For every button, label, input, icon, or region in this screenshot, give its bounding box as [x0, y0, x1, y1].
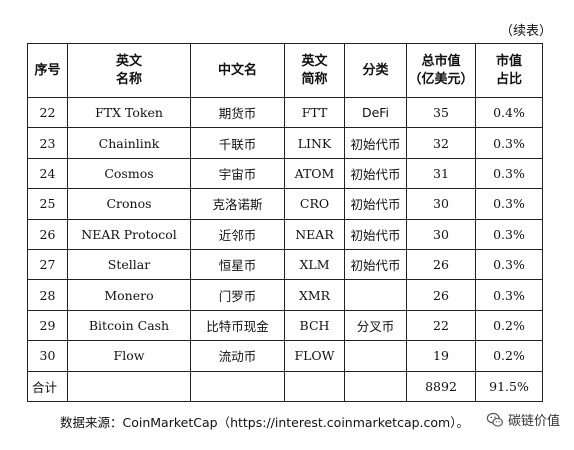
cell-chinese-name: 比特币现金 [190, 309, 285, 342]
cell-index: 25 [27, 188, 68, 220]
cell-market-cap: 30 [406, 218, 476, 250]
table-row: 25 Cronos 克洛诺斯 CRO 初始代币 30 0.3% [27, 188, 543, 220]
cell-market-cap: 19 [406, 340, 476, 372]
cell-empty [67, 370, 191, 402]
cell-chinese-name: 恒星币 [190, 248, 285, 281]
cell-ticker: FTT [284, 96, 345, 129]
cell-category [344, 340, 407, 372]
cell-market-cap: 30 [406, 188, 476, 220]
crypto-market-cap-table: 序号 英文 名称 中文名 英文 简称 分类 总市值 （亿美元） 市值 占 [27, 43, 543, 402]
watermark: 碳链价值 [486, 410, 560, 429]
cell-ticker: NEAR [284, 218, 345, 250]
cell-chinese-name: 克洛诺斯 [190, 188, 285, 220]
cell-index: 28 [27, 279, 68, 311]
header-english-name: 英文 名称 [67, 43, 191, 98]
cell-english-name: FTX Token [67, 96, 191, 129]
cell-index: 24 [27, 157, 68, 190]
cell-share: 0.3% [475, 127, 543, 159]
cell-chinese-name: 近邻币 [190, 218, 285, 250]
cell-category: 初始代币 [344, 248, 407, 281]
table-row: 27 Stellar 恒星币 XLM 初始代币 26 0.3% [27, 248, 543, 281]
cell-chinese-name: 宇宙币 [190, 157, 285, 190]
cell-category: DeFi [344, 96, 407, 129]
cell-share: 0.3% [475, 279, 543, 311]
cell-index: 30 [27, 340, 68, 372]
header-row: 序号 英文 名称 中文名 英文 简称 分类 总市值 （亿美元） 市值 占 [27, 43, 543, 98]
total-row: 合计 8892 91.5% [27, 370, 543, 402]
header-index: 序号 [27, 43, 68, 98]
cell-market-cap: 35 [406, 96, 476, 129]
watermark-text: 碳链价值 [507, 414, 560, 429]
table-row: 29 Bitcoin Cash 比特币现金 BCH 分叉币 22 0.2% [27, 309, 543, 342]
header-chinese-name: 中文名 [190, 43, 285, 98]
header-category: 分类 [344, 43, 407, 98]
continued-label: （续表） [499, 24, 552, 39]
cell-ticker: BCH [284, 309, 345, 342]
table-row: 28 Monero 门罗币 XMR 26 0.3% [27, 279, 543, 311]
cell-english-name: Monero [67, 279, 191, 311]
cell-english-name: Cosmos [67, 157, 191, 190]
cell-chinese-name: 流动币 [190, 340, 285, 372]
cell-ticker: FLOW [284, 340, 345, 372]
cell-english-name: Chainlink [67, 127, 191, 159]
cell-empty [190, 370, 285, 402]
cell-index: 27 [27, 248, 68, 281]
table-row: 26 NEAR Protocol 近邻币 NEAR 初始代币 30 0.3% [27, 218, 543, 250]
table-row: 24 Cosmos 宇宙币 ATOM 初始代币 31 0.3% [27, 157, 543, 190]
data-source-note: 数据来源：CoinMarketCap（https://interest.coin… [60, 415, 469, 430]
cell-ticker: CRO [284, 188, 345, 220]
cell-english-name: Cronos [67, 188, 191, 220]
table-row: 30 Flow 流动币 FLOW 19 0.2% [27, 340, 543, 372]
cell-english-name: Stellar [67, 248, 191, 281]
cell-category: 初始代币 [344, 188, 407, 220]
cell-ticker: ATOM [284, 157, 345, 190]
cell-english-name: Bitcoin Cash [67, 309, 191, 342]
cell-market-cap: 32 [406, 127, 476, 159]
header-market-cap: 总市值 （亿美元） [406, 43, 476, 98]
cell-index: 23 [27, 127, 68, 159]
cell-share: 0.3% [475, 157, 543, 190]
cell-english-name: Flow [67, 340, 191, 372]
cell-chinese-name: 千联币 [190, 127, 285, 159]
cell-market-cap: 26 [406, 279, 476, 311]
cell-ticker: XLM [284, 248, 345, 281]
total-market-cap: 8892 [406, 370, 476, 402]
cell-share: 0.3% [475, 188, 543, 220]
cell-market-cap: 22 [406, 309, 476, 342]
cell-share: 0.2% [475, 340, 543, 372]
header-share: 市值 占比 [475, 43, 543, 98]
cell-index: 22 [27, 96, 68, 129]
cell-share: 0.2% [475, 309, 543, 342]
cell-share: 0.4% [475, 96, 543, 129]
cell-category: 初始代币 [344, 218, 407, 250]
cell-share: 0.3% [475, 218, 543, 250]
total-share: 91.5% [475, 370, 543, 402]
cell-empty [344, 370, 407, 402]
cell-category: 初始代币 [344, 157, 407, 190]
cell-category [344, 279, 407, 311]
cell-empty [284, 370, 345, 402]
table-row: 22 FTX Token 期货币 FTT DeFi 35 0.4% [27, 96, 543, 129]
cell-ticker: LINK [284, 127, 345, 159]
header-ticker: 英文 简称 [284, 43, 345, 98]
cell-share: 0.3% [475, 248, 543, 281]
cell-ticker: XMR [284, 279, 345, 311]
cell-index: 29 [27, 309, 68, 342]
wechat-icon [486, 412, 503, 427]
cell-category: 分叉币 [344, 309, 407, 342]
cell-index: 26 [27, 218, 68, 250]
total-label: 合计 [27, 370, 68, 402]
cell-chinese-name: 期货币 [190, 96, 285, 129]
cell-category: 初始代币 [344, 127, 407, 159]
cell-market-cap: 31 [406, 157, 476, 190]
table-row: 23 Chainlink 千联币 LINK 初始代币 32 0.3% [27, 127, 543, 159]
cell-english-name: NEAR Protocol [67, 218, 191, 250]
cell-chinese-name: 门罗币 [190, 279, 285, 311]
cell-market-cap: 26 [406, 248, 476, 281]
